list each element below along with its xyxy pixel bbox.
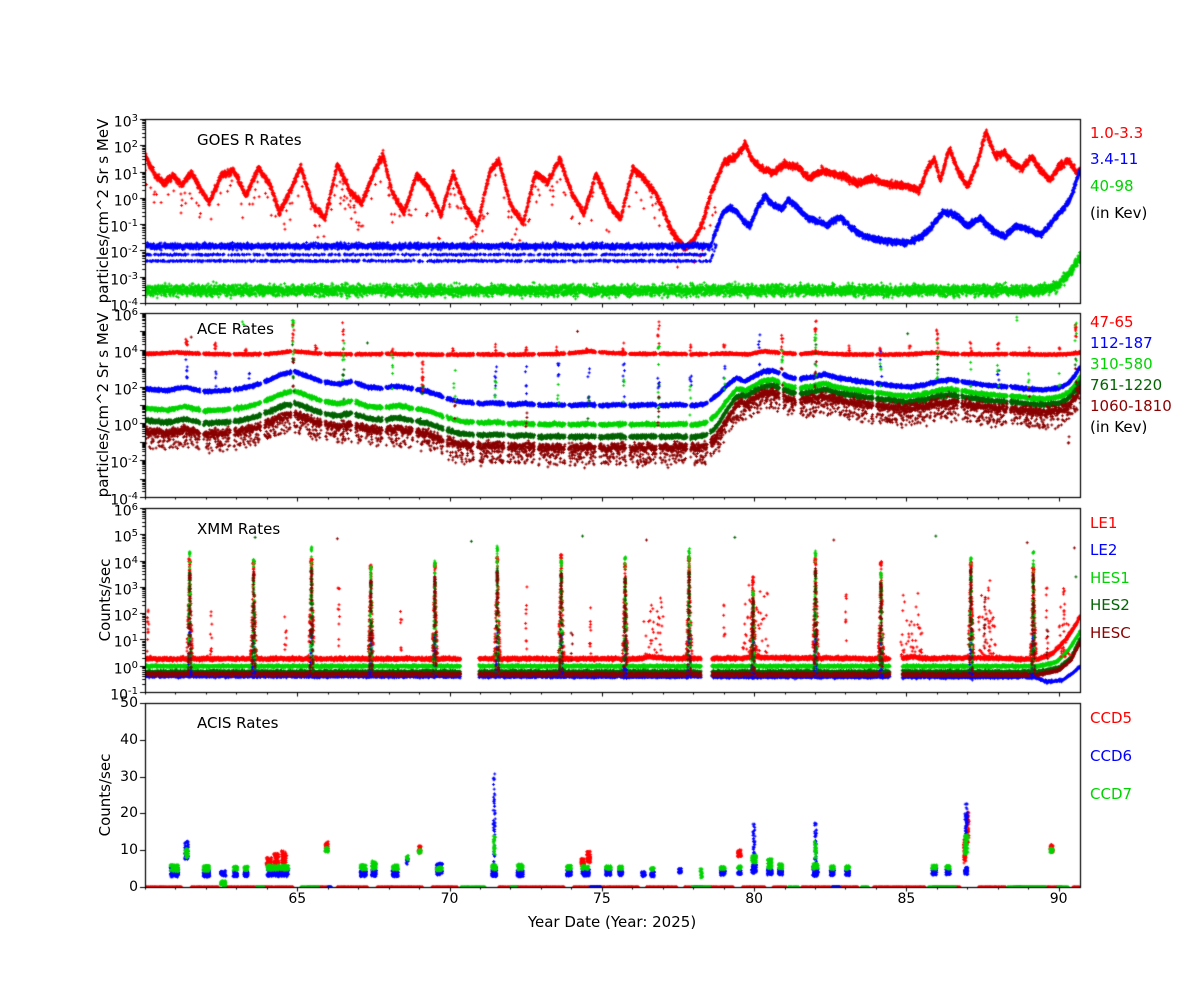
y-tick-label: 102 <box>113 139 138 157</box>
y-tick-label: 100 <box>113 191 138 210</box>
legend-entry: LE2 <box>1090 541 1118 559</box>
y-tick-label: 102 <box>113 380 138 399</box>
legend-entry: LE1 <box>1090 513 1118 532</box>
y-tick-label: 103 <box>113 580 138 599</box>
y-tick-label: 101 <box>113 165 138 184</box>
x-axis-label: Year Date (Year: 2025) <box>527 913 697 931</box>
legend-entry: 47-65 <box>1090 312 1134 331</box>
y-tick-label: 101 <box>113 633 138 652</box>
legend-entry: 112-187 <box>1090 333 1153 352</box>
y-tick-label: 30 <box>120 768 138 785</box>
legend-entry: 1060-1810 <box>1090 396 1172 415</box>
legend-entry: (in Kev) <box>1090 203 1148 222</box>
legend-entry: CCD5 <box>1090 708 1133 727</box>
y-tick-label: 10 <box>120 842 138 859</box>
y-tick-label: 100 <box>113 417 138 436</box>
legend-entry: 40-98 <box>1090 176 1134 195</box>
y-tick-label: 105 <box>113 528 138 546</box>
legend-entry: 3.4-11 <box>1090 150 1139 169</box>
panel-title-acis: ACIS Rates <box>197 714 279 732</box>
legend-entry: CCD7 <box>1090 784 1133 803</box>
y-tick-label: 103 <box>113 113 138 131</box>
y-tick-label: 104 <box>113 554 138 573</box>
y-tick-label: 10-2 <box>110 244 138 263</box>
legend-entry: 310-580 <box>1090 354 1153 373</box>
legend-entry: 761-1220 <box>1090 375 1163 394</box>
y-tick-label: 10-4 <box>110 297 138 315</box>
x-tick-label: 70 <box>440 891 459 907</box>
legend-entry: HES1 <box>1090 568 1130 587</box>
y-tick-label: 102 <box>113 607 138 625</box>
legend-entry: CCD6 <box>1090 746 1133 765</box>
y-tick-label: 100 <box>113 659 138 678</box>
y-tick-label: 40 <box>120 731 138 748</box>
y-tick-label: 106 <box>113 307 138 325</box>
x-tick-label: 90 <box>1049 891 1068 907</box>
legend-entry: (in Kev) <box>1090 417 1148 436</box>
y-tick-label: 10-1 <box>110 686 138 704</box>
y-tick-label: 10-1 <box>110 218 138 236</box>
legend-entry: 1.0-3.3 <box>1090 123 1144 142</box>
panel-title-xmm: XMM Rates <box>197 520 281 538</box>
y-tick-label: 0 <box>129 879 138 895</box>
x-tick-label: 85 <box>897 891 916 907</box>
y-tick-label: 10-4 <box>110 491 138 509</box>
y-tick-label: 10-2 <box>110 454 138 472</box>
panel-title-ace: ACE Rates <box>197 320 274 338</box>
panel-title-goes: GOES R Rates <box>197 131 302 149</box>
legend-entry: HESC <box>1090 623 1131 642</box>
y-tick-label: 50 <box>120 695 138 711</box>
x-tick-label: 80 <box>745 891 764 907</box>
x-tick-label: 65 <box>288 891 307 907</box>
y-tick-label: 20 <box>120 805 138 822</box>
x-tick-label: 75 <box>592 891 611 907</box>
legend-entry: HES2 <box>1090 596 1130 614</box>
y-tick-label: 10-3 <box>110 270 138 289</box>
y-tick-label: 104 <box>113 343 138 362</box>
y-tick-label: 106 <box>113 502 138 520</box>
